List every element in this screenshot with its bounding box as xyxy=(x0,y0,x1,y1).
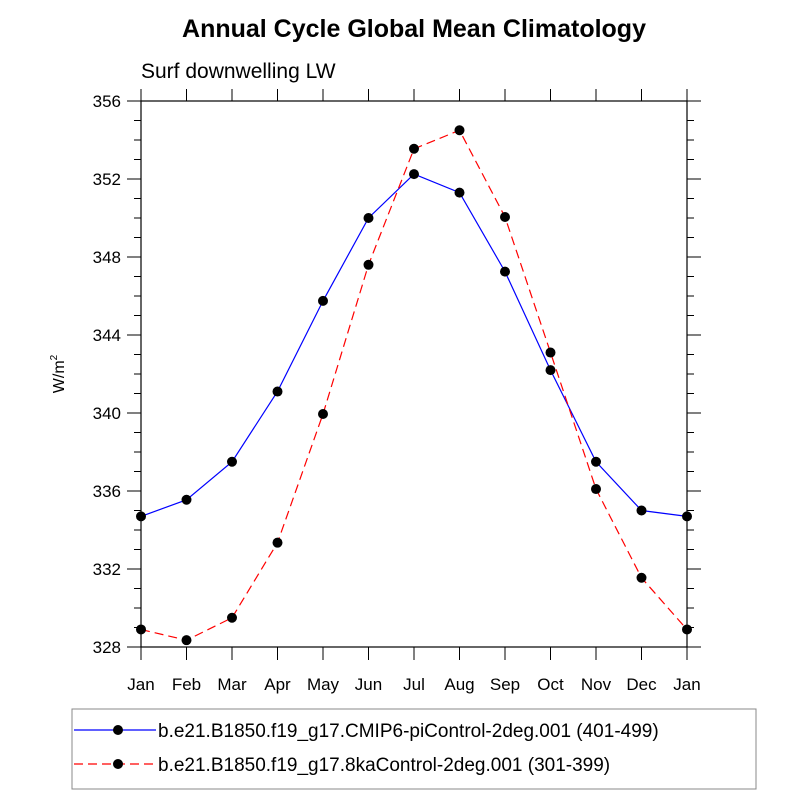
y-tick-label: 356 xyxy=(93,92,121,111)
x-tick-label: Jul xyxy=(403,675,425,694)
y-tick-label: 336 xyxy=(93,482,121,501)
data-point-s1-7 xyxy=(454,187,465,198)
y-tick-label: 348 xyxy=(93,248,121,267)
x-tick-label: Jan xyxy=(673,675,700,694)
x-tick-label: Jan xyxy=(127,675,154,694)
series-line-1 xyxy=(140,173,688,517)
axes: Jan Feb Mar Apr May Jun Jul Aug Sep Oct Nov Dec Jan 3… xyxy=(93,89,701,694)
data-point-s1-5 xyxy=(363,213,374,223)
y-axis-label-text: W/m xyxy=(51,360,68,393)
x-tick-label: Nov xyxy=(581,675,612,694)
data-point-s1-11 xyxy=(636,505,647,516)
data-point-s2-11 xyxy=(636,572,647,583)
x-tick-label: Sep xyxy=(490,675,520,694)
chart-subtitle: Surf downwelling LW xyxy=(141,60,336,83)
data-point-s1-2 xyxy=(227,456,237,467)
data-point-s2-1 xyxy=(181,635,192,646)
x-tick-label: Aug xyxy=(444,675,474,694)
legend-marker-2 xyxy=(113,759,123,769)
x-tick-label: Oct xyxy=(537,675,564,694)
data-point-s1-12 xyxy=(682,511,692,522)
legend-marker-1 xyxy=(113,725,123,735)
legend-box xyxy=(71,708,757,790)
chart-title: Annual Cycle Global Mean Climatology xyxy=(182,15,646,43)
data-point-s1-10 xyxy=(591,456,601,467)
data-point-s1-4 xyxy=(318,295,328,306)
data-point-s2-5 xyxy=(363,259,374,270)
series-layer xyxy=(136,125,692,646)
y-tick-label: 352 xyxy=(93,170,121,189)
y-axis-label-superscript: 2 xyxy=(49,354,60,360)
y-tick-label: 340 xyxy=(93,404,121,423)
x-tick-label: May xyxy=(307,675,340,694)
y-tick-label: 344 xyxy=(93,326,121,345)
data-point-s2-10 xyxy=(591,484,601,495)
legend: b.e21.B1850.f19_g17.CMIP6-piControl-2deg… xyxy=(71,708,757,790)
data-point-s1-0 xyxy=(136,511,146,522)
data-point-s2-7 xyxy=(454,125,465,136)
data-point-s1-6 xyxy=(409,169,419,180)
data-point-s1-9 xyxy=(545,365,556,376)
data-point-s1-3 xyxy=(272,386,283,397)
svg-text:W/m2: W/m2 xyxy=(49,354,68,393)
data-point-s2-12 xyxy=(682,624,692,635)
plot-frame xyxy=(140,100,688,648)
x-tick-label: Dec xyxy=(626,675,657,694)
data-point-s1-1 xyxy=(181,494,192,505)
x-tick-label: Mar xyxy=(217,675,247,694)
data-point-s2-2 xyxy=(227,612,237,623)
data-point-s2-6 xyxy=(409,143,419,154)
x-tick-label: Apr xyxy=(264,675,291,694)
series-line-2 xyxy=(140,129,688,641)
data-point-s2-4 xyxy=(318,408,328,419)
data-point-s2-9 xyxy=(545,347,556,358)
x-tick-label: Jun xyxy=(355,675,382,694)
y-axis-label: W/m2 xyxy=(49,354,68,393)
data-point-s1-8 xyxy=(500,266,510,277)
data-point-s2-3 xyxy=(272,537,283,548)
legend-label-1: b.e21.B1850.f19_g17.CMIP6-piControl-2deg… xyxy=(158,721,659,742)
x-tick-label: Feb xyxy=(172,675,201,694)
data-point-s2-8 xyxy=(500,212,510,223)
legend-label-2: b.e21.B1850.f19_g17.8kaControl-2deg.001 … xyxy=(158,755,610,776)
data-point-s2-0 xyxy=(136,624,146,635)
y-tick-label: 332 xyxy=(93,560,121,579)
y-tick-label: 328 xyxy=(93,638,121,657)
